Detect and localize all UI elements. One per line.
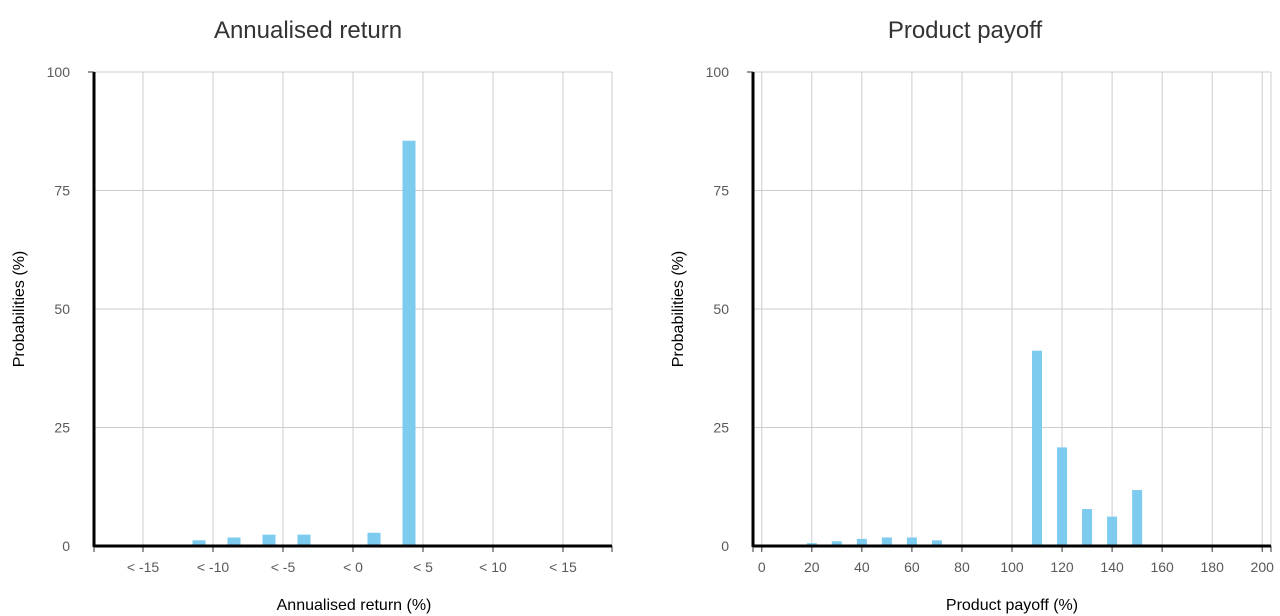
bar bbox=[1107, 517, 1117, 546]
y-tick-label: 75 bbox=[713, 183, 729, 199]
x-tick-label: 100 bbox=[1000, 559, 1024, 575]
x-tick-label: 60 bbox=[904, 559, 920, 575]
y-tick-label: 100 bbox=[706, 64, 730, 80]
x-tick-label: 20 bbox=[804, 559, 820, 575]
chart-title: Product payoff bbox=[888, 17, 1043, 44]
product-payoff-chart: Product payoff Probabilities (%) Product… bbox=[670, 17, 1274, 614]
x-tick-label: 140 bbox=[1100, 559, 1124, 575]
bar bbox=[1057, 447, 1067, 546]
x-tick-label: < -10 bbox=[197, 559, 230, 575]
bar bbox=[298, 535, 311, 546]
x-tick-label: < -5 bbox=[271, 559, 296, 575]
bar bbox=[403, 141, 416, 546]
x-tick-label: < 5 bbox=[413, 559, 433, 575]
x-axis-label: Annualised return (%) bbox=[277, 597, 432, 614]
x-tick-label: 180 bbox=[1201, 559, 1225, 575]
bar bbox=[1082, 509, 1092, 546]
x-tick-label: 0 bbox=[758, 559, 766, 575]
bar bbox=[1132, 490, 1142, 546]
y-tick-label: 50 bbox=[54, 301, 70, 317]
x-tick-label: 40 bbox=[854, 559, 870, 575]
y-tick-label: 75 bbox=[54, 183, 70, 199]
y-tick-label: 25 bbox=[54, 420, 70, 436]
x-tick-label: < 10 bbox=[479, 559, 507, 575]
bar bbox=[368, 533, 381, 546]
bar bbox=[263, 535, 276, 546]
x-tick-label: 80 bbox=[954, 559, 970, 575]
chart-title: Annualised return bbox=[214, 17, 402, 44]
annualised-return-chart: Annualised return Probabilities (%) Annu… bbox=[11, 17, 612, 614]
x-tick-label: 120 bbox=[1050, 559, 1074, 575]
y-tick-label: 100 bbox=[47, 64, 71, 80]
y-tick-label: 50 bbox=[713, 301, 729, 317]
x-tick-label: < -15 bbox=[127, 559, 160, 575]
x-tick-label: < 0 bbox=[343, 559, 363, 575]
x-axis-label: Product payoff (%) bbox=[946, 597, 1078, 614]
y-tick-label: 0 bbox=[62, 538, 70, 554]
x-tick-label: < 15 bbox=[549, 559, 577, 575]
y-tick-label: 25 bbox=[713, 420, 729, 436]
bar bbox=[1032, 351, 1042, 546]
y-tick-label: 0 bbox=[721, 538, 729, 554]
x-tick-label: 200 bbox=[1251, 559, 1275, 575]
y-axis-label: Probabilities (%) bbox=[11, 251, 28, 367]
y-axis-label: Probabilities (%) bbox=[670, 251, 687, 367]
x-tick-label: 160 bbox=[1150, 559, 1174, 575]
